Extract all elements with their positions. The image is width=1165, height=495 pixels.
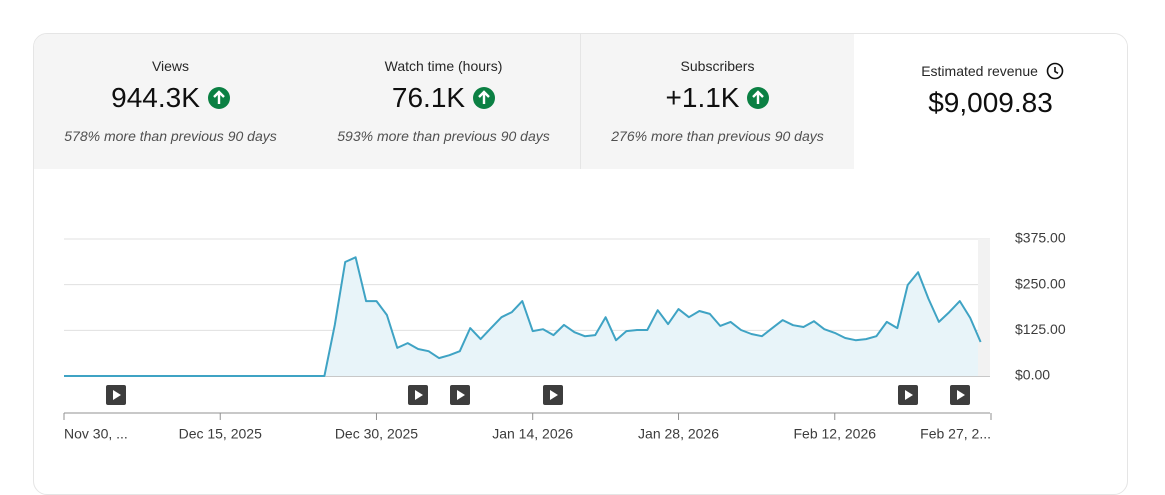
metric-value-row: 944.3K [34, 82, 307, 114]
y-tick-label: $125.00 [1015, 321, 1066, 337]
metric-change: 276% more than previous 90 days [611, 128, 824, 144]
metric-value: $9,009.83 [928, 87, 1053, 118]
up-icon [473, 87, 496, 109]
x-tick-label: Jan 14, 2026 [492, 426, 573, 442]
metric-label: Views [151, 58, 190, 74]
up-icon [747, 87, 770, 109]
y-tick-label: $250.00 [1015, 275, 1066, 291]
x-tick-label: Feb 27, 2... [920, 426, 991, 442]
y-tick-label: $0.00 [1015, 367, 1050, 383]
x-tick-label: Dec 30, 2025 [335, 426, 418, 442]
x-tick-label: Dec 15, 2025 [179, 426, 262, 442]
metric-label-row: Estimated revenue [854, 58, 1127, 80]
metric-value-row: +1.1K [581, 82, 854, 114]
ongoing-period [978, 239, 990, 376]
page: Views 944.3K 578% more than previous 90 … [33, 33, 1128, 495]
metric-value: +1.1K [665, 82, 740, 113]
metric-change: 578% more than previous 90 days [64, 128, 277, 144]
metric-tab[interactable]: Watch time (hours) 76.1K 593% more than … [307, 34, 581, 169]
x-tick-label: Jan 28, 2026 [638, 426, 719, 442]
metric-tab[interactable]: Subscribers +1.1K 276% more than previou… [581, 34, 855, 169]
analytics-card: Views 944.3K 578% more than previous 90 … [33, 33, 1128, 495]
metric-value-row: 76.1K [307, 82, 580, 114]
metric-label: Subscribers [680, 58, 755, 74]
metric-value: 76.1K [391, 82, 466, 113]
metric-change: 593% more than previous 90 days [337, 128, 550, 144]
metric-label: Estimated revenue [921, 63, 1038, 79]
metric-tab[interactable]: Views 944.3K 578% more than previous 90 … [34, 34, 308, 169]
x-tick-label: Feb 12, 2026 [794, 426, 877, 442]
line [64, 256, 982, 377]
area [64, 257, 981, 376]
metric-tab[interactable]: Estimated revenue $9,009.83 [854, 34, 1127, 169]
y-tick-label: $375.00 [1015, 230, 1066, 246]
x-tick-label: Nov 30, ... [64, 426, 128, 442]
video-markers [106, 385, 970, 405]
metric-value: 944.3K [111, 82, 200, 113]
clock-icon [1046, 62, 1064, 80]
metric-label: Watch time (hours) [384, 58, 503, 74]
up-icon [207, 87, 230, 109]
chart: $0.00 $125.00 $250.00 $375.00 Nov 30, ... Dec… [63, 230, 1066, 442]
